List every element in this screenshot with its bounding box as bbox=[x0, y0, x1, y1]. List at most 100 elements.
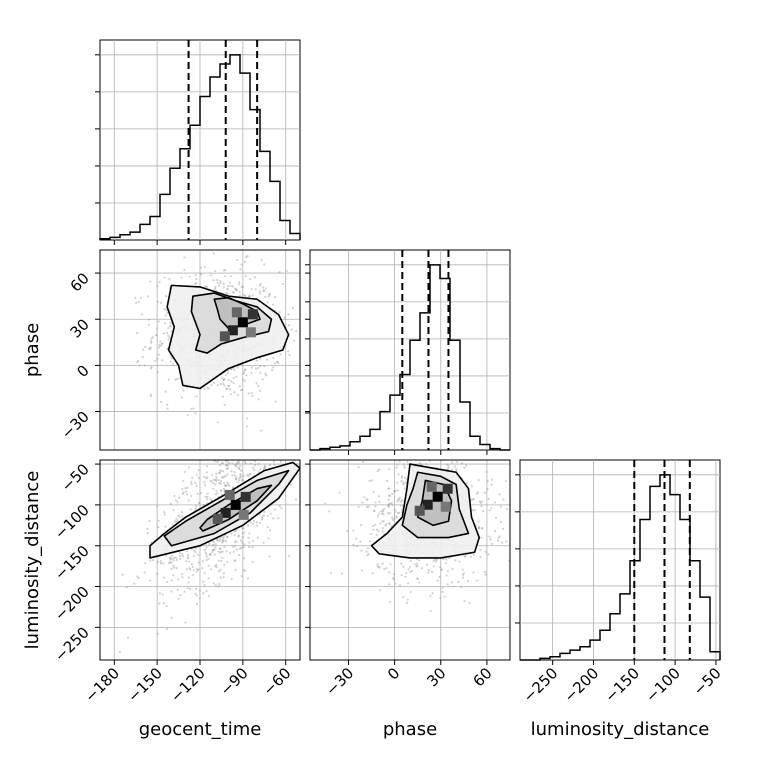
sample-point bbox=[211, 550, 214, 554]
histogram-phase bbox=[310, 264, 510, 451]
pair-panel-geocent_time-phase bbox=[99, 249, 301, 451]
sample-point bbox=[277, 517, 280, 520]
sample-point bbox=[172, 574, 175, 577]
sample-point bbox=[243, 543, 246, 546]
sample-point bbox=[487, 497, 490, 500]
sample-point bbox=[215, 563, 218, 567]
sample-point bbox=[249, 278, 252, 281]
sample-point bbox=[489, 538, 492, 541]
sample-point bbox=[394, 510, 397, 513]
sample-point bbox=[372, 509, 376, 512]
sample-point bbox=[403, 487, 406, 490]
sample-point bbox=[490, 507, 493, 510]
sample-point bbox=[175, 556, 178, 559]
sample-point bbox=[420, 463, 423, 466]
sample-point bbox=[162, 332, 165, 335]
sample-point bbox=[144, 562, 147, 565]
sample-point bbox=[202, 458, 204, 460]
sample-point bbox=[396, 488, 400, 492]
sample-point bbox=[233, 368, 236, 371]
sample-point bbox=[206, 386, 209, 389]
sample-point bbox=[486, 487, 489, 491]
sample-point bbox=[478, 500, 481, 503]
sample-point bbox=[232, 376, 235, 380]
sample-point bbox=[432, 565, 435, 568]
sample-point bbox=[212, 279, 215, 282]
sample-point bbox=[225, 484, 228, 487]
sample-point bbox=[192, 455, 194, 457]
sample-point bbox=[205, 546, 208, 549]
sample-point bbox=[385, 522, 388, 526]
sample-point bbox=[258, 284, 262, 287]
sample-point bbox=[242, 479, 245, 482]
sample-point bbox=[218, 538, 221, 541]
sample-point bbox=[168, 562, 171, 565]
sample-point bbox=[208, 387, 211, 390]
sample-point bbox=[372, 490, 375, 494]
sample-point bbox=[203, 265, 207, 268]
sample-point bbox=[143, 364, 146, 367]
sample-point bbox=[168, 556, 171, 560]
sample-point bbox=[371, 572, 374, 575]
sample-point bbox=[219, 488, 223, 492]
sample-point bbox=[197, 476, 200, 480]
sample-point bbox=[244, 294, 247, 298]
sample-point bbox=[209, 274, 213, 277]
sample-point bbox=[169, 360, 172, 363]
sample-point bbox=[134, 296, 137, 300]
sample-point bbox=[287, 350, 290, 353]
sample-point bbox=[198, 501, 201, 505]
sample-point bbox=[146, 532, 149, 535]
sample-point bbox=[165, 294, 168, 298]
sample-point bbox=[219, 551, 222, 554]
sample-point bbox=[406, 582, 410, 585]
sample-point bbox=[240, 286, 243, 289]
y-tick-label: −200 bbox=[51, 583, 93, 625]
sample-point bbox=[287, 313, 290, 316]
sample-point bbox=[215, 489, 218, 492]
sample-point bbox=[262, 451, 264, 453]
sample-point bbox=[398, 496, 401, 499]
sample-point bbox=[239, 389, 242, 392]
sample-point bbox=[416, 577, 419, 580]
sample-point bbox=[276, 360, 279, 363]
density-peak-cell bbox=[247, 309, 258, 320]
sample-point bbox=[191, 573, 195, 577]
sample-point bbox=[226, 387, 229, 390]
sample-point bbox=[383, 567, 386, 570]
sample-point bbox=[237, 466, 240, 470]
sample-point bbox=[398, 460, 401, 463]
sample-point bbox=[272, 366, 275, 369]
sample-point bbox=[254, 463, 257, 467]
sample-point bbox=[208, 553, 212, 556]
sample-point bbox=[253, 276, 256, 279]
sample-point bbox=[238, 385, 242, 388]
sample-point bbox=[377, 512, 381, 515]
sample-point bbox=[451, 468, 454, 471]
x-tick-label: −120 bbox=[167, 664, 209, 706]
sample-point bbox=[192, 569, 195, 572]
sample-point bbox=[156, 505, 159, 508]
sample-point bbox=[399, 504, 402, 507]
sample-point bbox=[418, 581, 421, 584]
sample-point bbox=[478, 525, 481, 528]
sample-point bbox=[205, 498, 209, 501]
sample-point bbox=[162, 562, 165, 565]
sample-point bbox=[303, 480, 305, 482]
sample-point bbox=[502, 498, 505, 501]
sample-point bbox=[447, 468, 450, 471]
sample-point bbox=[198, 502, 201, 505]
density-peak-cell bbox=[231, 307, 242, 318]
sample-point bbox=[158, 343, 161, 346]
sample-point bbox=[425, 563, 429, 566]
sample-point bbox=[295, 330, 298, 333]
sample-point bbox=[192, 407, 195, 410]
sample-point bbox=[164, 390, 167, 393]
sample-point bbox=[249, 462, 252, 465]
sample-point bbox=[392, 572, 396, 576]
sample-point bbox=[211, 473, 214, 476]
sample-point bbox=[168, 336, 171, 339]
sample-point bbox=[187, 576, 190, 579]
sample-point bbox=[125, 586, 128, 589]
contour-level-2 bbox=[163, 469, 290, 547]
